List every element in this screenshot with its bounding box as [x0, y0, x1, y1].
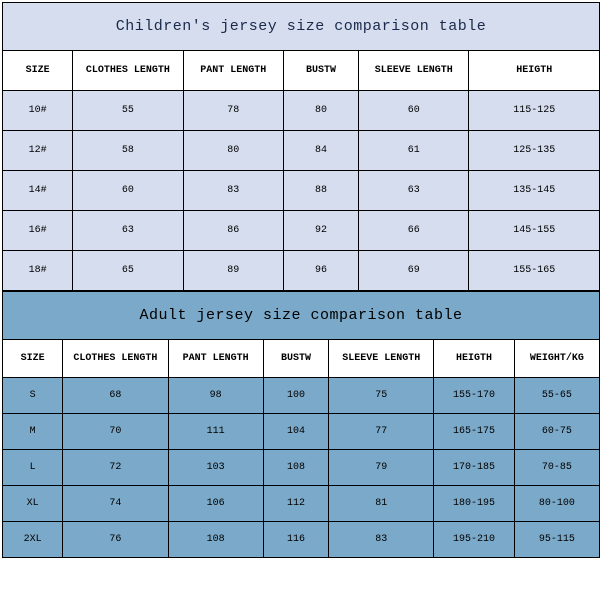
children-cell: 69 [359, 251, 469, 291]
table-row: 2XL7610811683195-21095-115 [3, 522, 600, 558]
adult-cell: 77 [329, 414, 434, 450]
adult-cell: 83 [329, 522, 434, 558]
children-cell: 83 [183, 171, 283, 211]
children-col-header: PANT LENGTH [183, 51, 283, 91]
children-cell: 115-125 [469, 91, 600, 131]
adult-header-row: SIZECLOTHES LENGTHPANT LENGTHBUSTWSLEEVE… [3, 340, 600, 378]
table-row: L7210310879170-18570-85 [3, 450, 600, 486]
adult-col-header: PANT LENGTH [168, 340, 263, 378]
children-cell: 89 [183, 251, 283, 291]
table-row: 14#60838863135-145 [3, 171, 600, 211]
adult-col-header: SIZE [3, 340, 63, 378]
children-col-header: CLOTHES LENGTH [73, 51, 183, 91]
adult-cell: 95-115 [514, 522, 599, 558]
adult-cell: 165-175 [434, 414, 514, 450]
adult-cell: 170-185 [434, 450, 514, 486]
table-row: 12#58808461125-135 [3, 131, 600, 171]
adult-cell: 70 [63, 414, 168, 450]
table-row: XL7410611281180-19580-100 [3, 486, 600, 522]
adult-cell: 55-65 [514, 378, 599, 414]
adult-cell: 104 [263, 414, 328, 450]
children-cell: 10# [3, 91, 73, 131]
adult-cell: XL [3, 486, 63, 522]
children-cell: 55 [73, 91, 183, 131]
children-header-row: SIZECLOTHES LENGTHPANT LENGTHBUSTWSLEEVE… [3, 51, 600, 91]
children-cell: 88 [283, 171, 358, 211]
adult-cell: L [3, 450, 63, 486]
children-size-table: Children's jersey size comparison table … [2, 2, 600, 291]
adult-cell: 80-100 [514, 486, 599, 522]
children-cell: 58 [73, 131, 183, 171]
adult-title: Adult jersey size comparison table [3, 292, 600, 340]
adult-col-header: CLOTHES LENGTH [63, 340, 168, 378]
adult-cell: 81 [329, 486, 434, 522]
children-cell: 80 [283, 91, 358, 131]
table-row: S689810075155-17055-65 [3, 378, 600, 414]
adult-cell: 98 [168, 378, 263, 414]
children-cell: 63 [359, 171, 469, 211]
children-cell: 18# [3, 251, 73, 291]
children-cell: 61 [359, 131, 469, 171]
table-row: 16#63869266145-155 [3, 211, 600, 251]
children-cell: 155-165 [469, 251, 600, 291]
adult-col-header: HEIGTH [434, 340, 514, 378]
table-row: 10#55788060115-125 [3, 91, 600, 131]
adult-cell: 70-85 [514, 450, 599, 486]
adult-cell: 155-170 [434, 378, 514, 414]
adult-cell: 60-75 [514, 414, 599, 450]
children-cell: 12# [3, 131, 73, 171]
adult-title-row: Adult jersey size comparison table [3, 292, 600, 340]
children-col-header: SLEEVE LENGTH [359, 51, 469, 91]
adult-cell: 106 [168, 486, 263, 522]
adult-cell: 68 [63, 378, 168, 414]
adult-cell: 116 [263, 522, 328, 558]
children-col-header: HEIGTH [469, 51, 600, 91]
adult-cell: S [3, 378, 63, 414]
adult-cell: 108 [168, 522, 263, 558]
table-row: M7011110477165-17560-75 [3, 414, 600, 450]
children-cell: 135-145 [469, 171, 600, 211]
children-cell: 92 [283, 211, 358, 251]
adult-cell: 108 [263, 450, 328, 486]
children-cell: 78 [183, 91, 283, 131]
adult-cell: 72 [63, 450, 168, 486]
table-row: 18#65899669155-165 [3, 251, 600, 291]
adult-cell: 75 [329, 378, 434, 414]
adult-size-table: Adult jersey size comparison table SIZEC… [2, 291, 600, 558]
children-cell: 16# [3, 211, 73, 251]
children-cell: 80 [183, 131, 283, 171]
adult-cell: 180-195 [434, 486, 514, 522]
children-cell: 96 [283, 251, 358, 291]
adult-cell: 74 [63, 486, 168, 522]
children-cell: 65 [73, 251, 183, 291]
adult-col-header: BUSTW [263, 340, 328, 378]
children-cell: 145-155 [469, 211, 600, 251]
adult-col-header: WEIGHT/KG [514, 340, 599, 378]
adult-cell: 79 [329, 450, 434, 486]
adult-cell: 2XL [3, 522, 63, 558]
children-title-row: Children's jersey size comparison table [3, 3, 600, 51]
children-col-header: SIZE [3, 51, 73, 91]
adult-col-header: SLEEVE LENGTH [329, 340, 434, 378]
children-col-header: BUSTW [283, 51, 358, 91]
children-title: Children's jersey size comparison table [3, 3, 600, 51]
adult-cell: 76 [63, 522, 168, 558]
adult-cell: 195-210 [434, 522, 514, 558]
adult-cell: 112 [263, 486, 328, 522]
children-cell: 63 [73, 211, 183, 251]
children-cell: 66 [359, 211, 469, 251]
children-cell: 86 [183, 211, 283, 251]
children-cell: 60 [73, 171, 183, 211]
adult-cell: 103 [168, 450, 263, 486]
children-cell: 125-135 [469, 131, 600, 171]
adult-cell: 100 [263, 378, 328, 414]
children-cell: 14# [3, 171, 73, 211]
children-cell: 60 [359, 91, 469, 131]
adult-cell: M [3, 414, 63, 450]
adult-cell: 111 [168, 414, 263, 450]
children-cell: 84 [283, 131, 358, 171]
